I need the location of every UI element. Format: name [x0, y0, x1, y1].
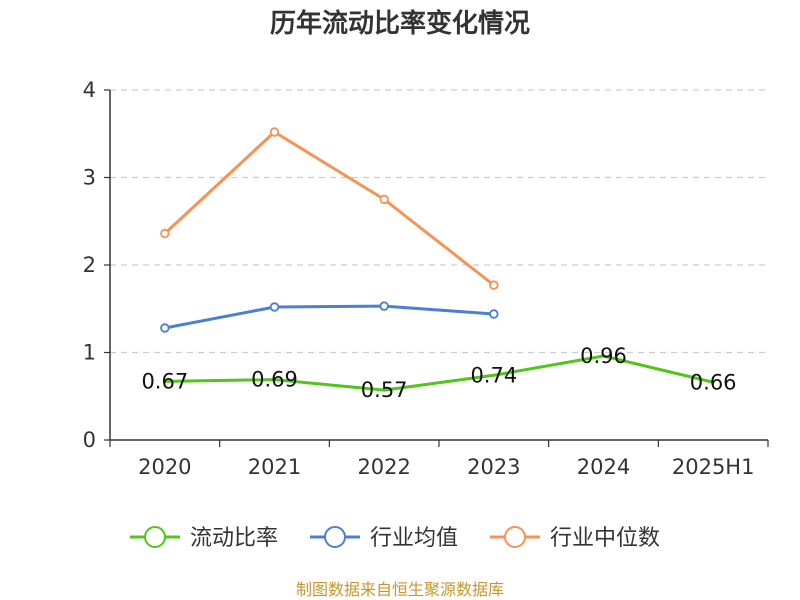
data-point	[489, 309, 499, 319]
grid	[110, 89, 768, 354]
legend-marker-icon	[324, 526, 346, 548]
data-label: 0.69	[251, 368, 298, 392]
data-label: 0.96	[580, 344, 627, 368]
data-point	[160, 228, 170, 239]
x-tick-label: 2023	[467, 455, 520, 479]
y-tick-label: 4	[83, 78, 96, 102]
legend-marker-icon	[504, 526, 526, 548]
data-point	[379, 301, 389, 311]
data-point	[160, 323, 170, 333]
y-tick-label: 1	[83, 341, 96, 365]
y-tick-label: 2	[83, 253, 96, 277]
data-point	[379, 194, 389, 205]
legend-label: 行业均值	[370, 526, 458, 551]
legend: 流动比率 行业均值 行业中位数	[130, 526, 660, 551]
x-tick-label: 2021	[248, 455, 301, 479]
data-point	[489, 280, 499, 290]
data-point	[269, 302, 280, 312]
series-line	[163, 130, 496, 287]
data-label: 0.74	[470, 363, 517, 387]
series-line	[163, 354, 715, 392]
x-tick-label: 2020	[138, 455, 191, 479]
legend-item[interactable]: 行业中位数	[490, 526, 660, 551]
legend-label: 行业中位数	[550, 526, 660, 551]
data-label: 0.57	[361, 378, 408, 402]
series-line	[163, 304, 496, 330]
y-tick-label: 3	[83, 166, 96, 190]
legend-label: 流动比率	[190, 526, 278, 551]
data-label: 0.66	[690, 370, 737, 394]
chart-title: 历年流动比率变化情况	[270, 8, 530, 39]
legend-marker-icon	[144, 526, 166, 548]
legend-item[interactable]: 流动比率	[130, 526, 278, 551]
footer-source: 制图数据来自恒生聚源数据库	[296, 580, 504, 599]
axes: 0 1 2 3 4 2020 2021 2022 2023 2024 2025H1	[83, 78, 769, 479]
legend-item[interactable]: 行业均值	[310, 526, 458, 551]
x-tick-label: 2025H1	[672, 455, 755, 479]
x-tick-label: 2024	[577, 455, 630, 479]
x-tick-label: 2022	[357, 455, 410, 479]
data-label: 0.67	[141, 369, 188, 393]
data-point	[269, 127, 280, 137]
y-tick-label: 0	[83, 428, 96, 452]
series-group	[160, 127, 715, 392]
data-labels: 0.67 0.69 0.57 0.74 0.96 0.66	[141, 344, 736, 402]
